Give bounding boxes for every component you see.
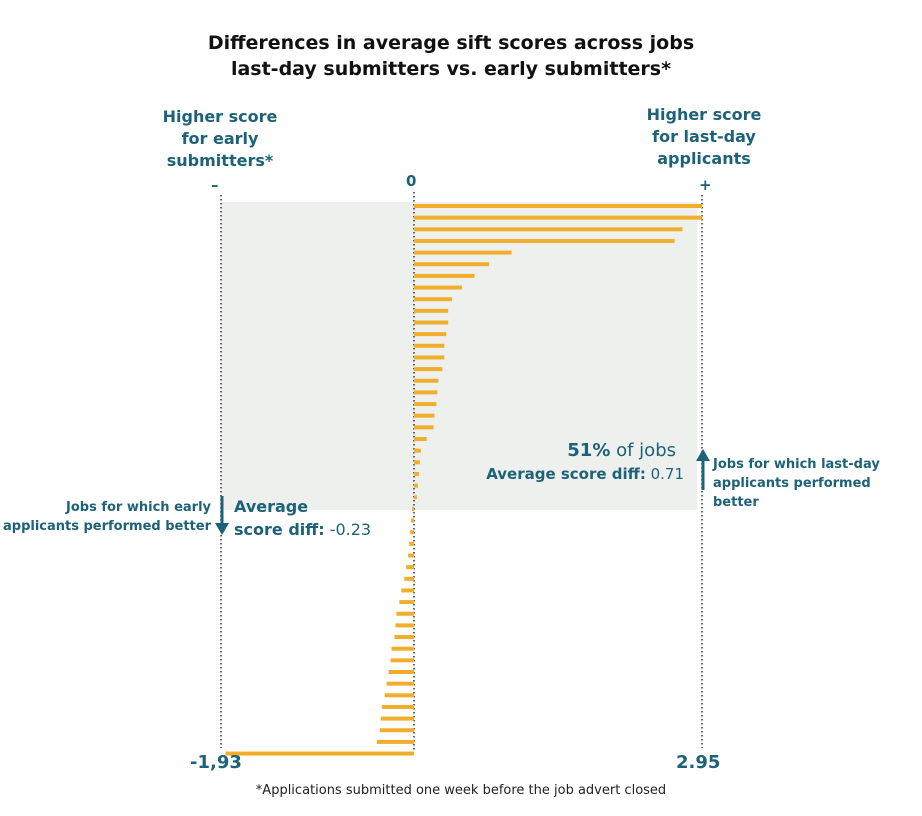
bar-35 xyxy=(396,611,414,616)
positive-share-value: 51% xyxy=(567,440,611,461)
bar-47 xyxy=(225,751,414,756)
zero-label: 0 xyxy=(406,172,417,190)
min-value-label: -1,93 xyxy=(190,752,242,773)
positive-share-suffix: of jobs xyxy=(616,440,676,461)
bar-32 xyxy=(404,576,414,581)
positive-average: Average score diff: 0.71 xyxy=(450,465,684,483)
negative-average: score diff: -0.23 xyxy=(234,520,371,539)
bar-7 xyxy=(414,285,462,290)
bars-group xyxy=(225,204,702,756)
bar-5 xyxy=(414,262,490,267)
footnote: *Applications submitted one week before … xyxy=(255,783,667,798)
bar-40 xyxy=(388,670,414,674)
bar-20 xyxy=(414,437,427,441)
negative-average-label-2: score diff: xyxy=(234,520,325,539)
bar-21 xyxy=(414,448,421,453)
right-axis-header: Higher score for last-day applicants xyxy=(646,105,762,168)
bar-43 xyxy=(381,704,414,709)
bar-16 xyxy=(414,390,438,395)
positive-region-shade xyxy=(221,202,697,510)
right-note: Jobs for which last-day applicants perfo… xyxy=(713,457,880,510)
left-axis-header: Higher score for early submitters* xyxy=(162,107,278,170)
chart-title: Differences in average sift scores acros… xyxy=(207,32,695,80)
bar-6 xyxy=(414,273,475,278)
bar-9 xyxy=(414,308,449,313)
bar-26 xyxy=(412,506,415,511)
bar-25 xyxy=(414,495,417,500)
bar-30 xyxy=(408,553,414,558)
bar-1 xyxy=(414,215,702,220)
positive-average-value: 0.71 xyxy=(650,465,684,483)
positive-share: 51% of jobs xyxy=(470,440,676,461)
bar-15 xyxy=(414,378,439,383)
bar-11 xyxy=(414,332,447,337)
bar-42 xyxy=(384,693,414,698)
bar-29 xyxy=(409,541,414,546)
bar-8 xyxy=(414,297,453,302)
bar-22 xyxy=(414,460,420,465)
bar-31 xyxy=(406,565,414,570)
up-arrow-icon xyxy=(696,449,710,490)
bar-12 xyxy=(414,343,445,348)
bar-23 xyxy=(414,471,419,476)
max-value-label: 2.95 xyxy=(676,752,721,773)
bar-36 xyxy=(395,623,414,628)
bar-34 xyxy=(399,600,414,605)
bar-13 xyxy=(414,355,445,360)
bar-2 xyxy=(414,227,683,232)
bar-46 xyxy=(376,739,414,744)
bar-24 xyxy=(414,483,418,488)
left-note: Jobs for which early applicants performe… xyxy=(2,500,211,534)
bar-45 xyxy=(379,728,414,733)
bar-3 xyxy=(414,238,675,243)
negative-average-label-line1: Average xyxy=(234,497,308,516)
bar-0 xyxy=(414,204,702,208)
bar-37 xyxy=(394,635,414,640)
minus-sign: – xyxy=(211,176,219,194)
bar-4 xyxy=(414,250,512,255)
bar-14 xyxy=(414,367,443,372)
bar-39 xyxy=(390,658,414,663)
bar-10 xyxy=(414,320,449,325)
bar-27 xyxy=(411,518,414,523)
bar-41 xyxy=(386,681,414,686)
positive-average-label: Average score diff: xyxy=(486,465,646,483)
down-arrow-icon xyxy=(215,496,229,535)
bar-44 xyxy=(380,716,414,721)
plus-sign: + xyxy=(699,176,712,194)
bar-33 xyxy=(401,588,414,593)
negative-average-label-1: Average xyxy=(234,497,309,516)
negative-average-value: -0.23 xyxy=(329,520,372,539)
bar-18 xyxy=(414,413,435,418)
bar-17 xyxy=(414,402,437,407)
bar-19 xyxy=(414,425,434,430)
bar-38 xyxy=(391,646,414,651)
bar-28 xyxy=(410,530,414,535)
